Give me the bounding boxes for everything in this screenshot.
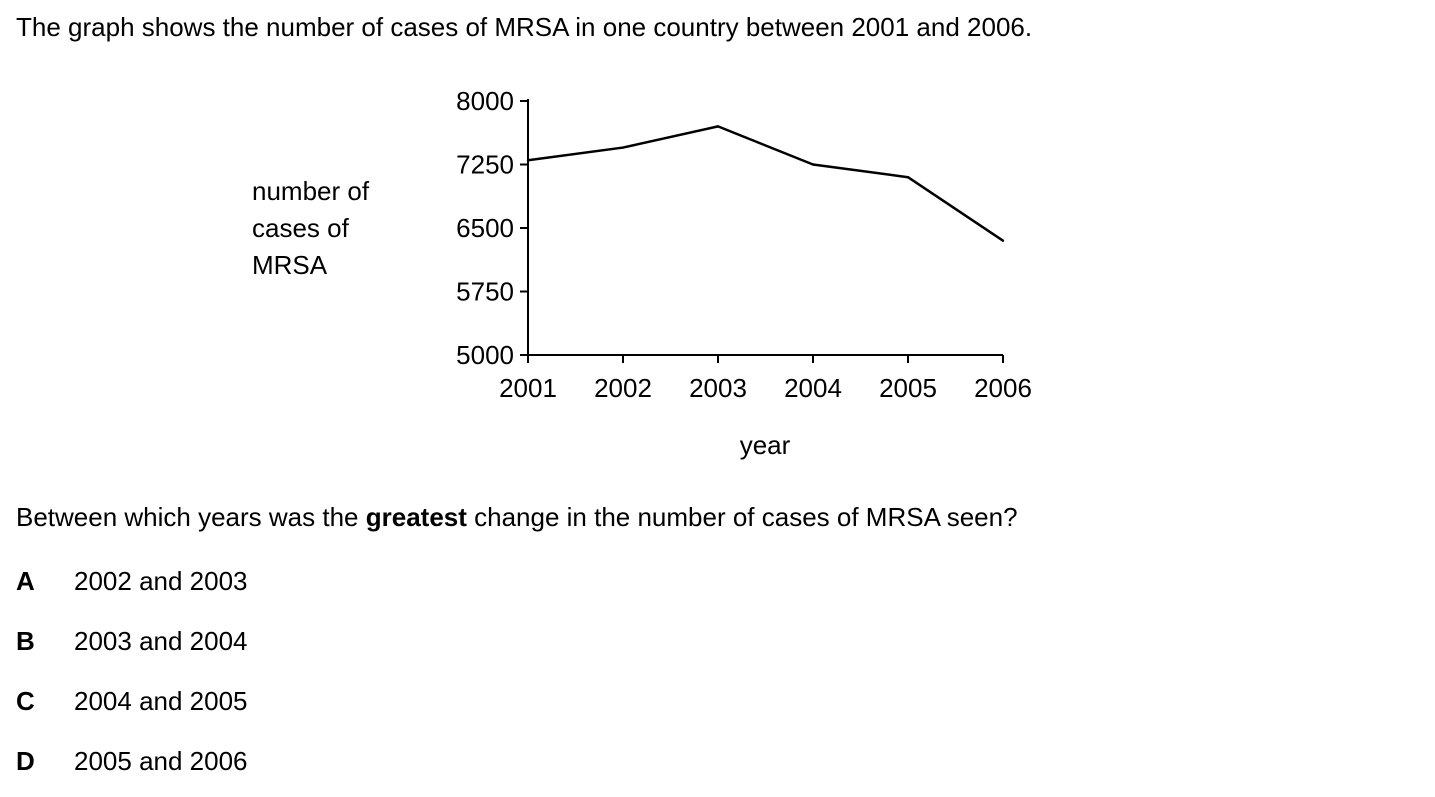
option-text: 2005 and 2006 (74, 746, 248, 776)
intro-text: The graph shows the number of cases of M… (16, 12, 1033, 42)
option-a[interactable]: A 2002 and 2003 (16, 566, 248, 597)
data-point (906, 176, 910, 179)
data-point (716, 125, 720, 128)
data-point (621, 146, 625, 149)
option-letter: B (16, 626, 35, 656)
y-tick-label: 6500 (456, 213, 514, 243)
option-text: 2003 and 2004 (74, 626, 248, 656)
question-text: Between which years was the greatest cha… (16, 502, 1018, 533)
data-point (811, 163, 815, 166)
option-d[interactable]: D 2005 and 2006 (16, 746, 248, 777)
y-tick-label: 5750 (456, 277, 514, 307)
x-tick-label: 2002 (594, 373, 652, 403)
data-point (526, 159, 530, 162)
y-axis-label: number of cases of MRSA (252, 176, 370, 280)
x-axis-ticks: 2001 2002 2003 2004 2005 2006 (499, 355, 1032, 403)
y-tick-label: 7250 (456, 150, 514, 180)
y-axis-ticks: 8000 7250 6500 5750 5000 (456, 86, 528, 370)
question-after: change in the number of cases of MRSA se… (466, 502, 1018, 532)
x-tick-label: 2001 (499, 373, 557, 403)
option-text: 2002 and 2003 (74, 566, 248, 596)
x-tick-label: 2004 (784, 373, 842, 403)
y-tick-label: 5000 (456, 340, 514, 370)
series-lines (526, 125, 1005, 242)
y-axis-label-line: number of (252, 176, 370, 206)
question-bold: greatest (365, 502, 467, 532)
series-line (527, 125, 1004, 242)
option-text: 2004 and 2005 (74, 686, 248, 716)
option-letter: C (16, 686, 35, 716)
x-tick-label: 2006 (974, 373, 1032, 403)
data-point (1001, 239, 1005, 242)
x-tick-label: 2003 (689, 373, 747, 403)
question-before: Between which years was the (16, 502, 366, 532)
y-axis-label-line: MRSA (252, 250, 328, 280)
option-letter: D (16, 746, 35, 776)
y-tick-label: 8000 (456, 86, 514, 116)
option-b[interactable]: B 2003 and 2004 (16, 626, 248, 657)
y-axis-label-line: cases of (252, 213, 350, 243)
chart-axes (527, 99, 1003, 356)
x-tick-label: 2005 (879, 373, 937, 403)
x-axis-label: year (740, 430, 791, 460)
option-c[interactable]: C 2004 and 2005 (16, 686, 248, 717)
option-letter: A (16, 566, 35, 596)
